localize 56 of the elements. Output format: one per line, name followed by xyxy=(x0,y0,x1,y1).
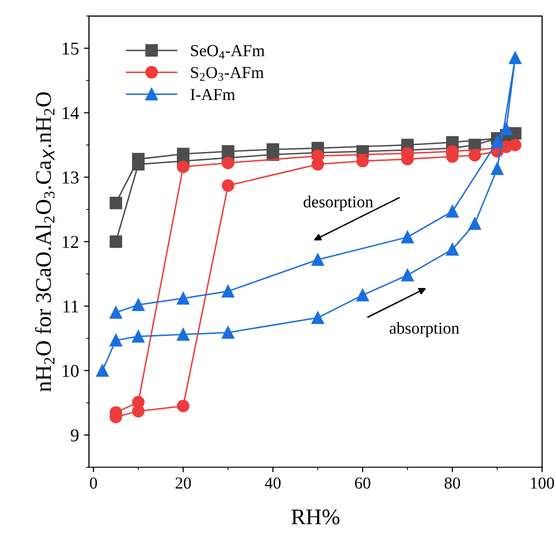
y-tick-label: 14 xyxy=(62,107,79,119)
point xyxy=(176,292,190,305)
legend-label: I-AFm xyxy=(190,88,236,100)
y-tick-label: 11 xyxy=(63,300,78,312)
x-tick-label: 40 xyxy=(264,477,281,489)
point xyxy=(132,330,145,343)
point xyxy=(490,135,504,148)
point xyxy=(132,152,145,166)
x-axis-title: RH% xyxy=(291,509,340,524)
text: nH$_{2}$O for 3CaO.Al$_{2}$O$_{3}$.Ca$_{X}$.nH$_{2}$O xyxy=(35,92,55,392)
point xyxy=(468,217,482,230)
y-tick-label: 12 xyxy=(62,236,78,248)
y-tick-label: 9 xyxy=(70,429,78,442)
legend-label: S$_{2}$O$_{3}$-AFm xyxy=(191,66,264,81)
point xyxy=(446,205,459,218)
point xyxy=(356,288,369,302)
point xyxy=(96,364,109,377)
legend-label: SeO$_{4}$-AFm xyxy=(191,45,265,59)
x-tick-label: 0 xyxy=(90,477,97,489)
point xyxy=(176,400,190,412)
point xyxy=(110,306,122,319)
point xyxy=(132,298,145,312)
point xyxy=(266,143,280,156)
point xyxy=(176,328,190,341)
x-tick-label: 80 xyxy=(444,477,460,489)
point xyxy=(508,52,522,64)
x-tick-label: 100 xyxy=(531,477,554,489)
point xyxy=(312,311,324,324)
point xyxy=(500,122,512,136)
point xyxy=(222,179,234,192)
point xyxy=(446,243,459,256)
point xyxy=(176,160,190,174)
point xyxy=(312,253,324,266)
point xyxy=(110,235,122,248)
point xyxy=(110,196,122,210)
point xyxy=(468,149,482,162)
point xyxy=(222,156,234,170)
point xyxy=(401,268,414,282)
point xyxy=(490,162,504,176)
point xyxy=(132,396,145,408)
annotation: desorption xyxy=(304,196,374,211)
point xyxy=(110,334,122,347)
y-tick-label: 15 xyxy=(62,42,79,55)
x-tick-label: 20 xyxy=(176,477,191,489)
point xyxy=(222,326,234,339)
point xyxy=(222,145,234,158)
point xyxy=(508,138,522,152)
y-tick-label: 13 xyxy=(62,171,79,184)
point xyxy=(356,154,369,168)
point xyxy=(508,127,522,140)
point xyxy=(176,148,190,160)
annotation: absorption xyxy=(390,322,460,338)
x-tick-label: 60 xyxy=(355,477,370,489)
point xyxy=(222,285,234,298)
point xyxy=(401,230,414,244)
y-tick-label: 10 xyxy=(62,364,79,377)
